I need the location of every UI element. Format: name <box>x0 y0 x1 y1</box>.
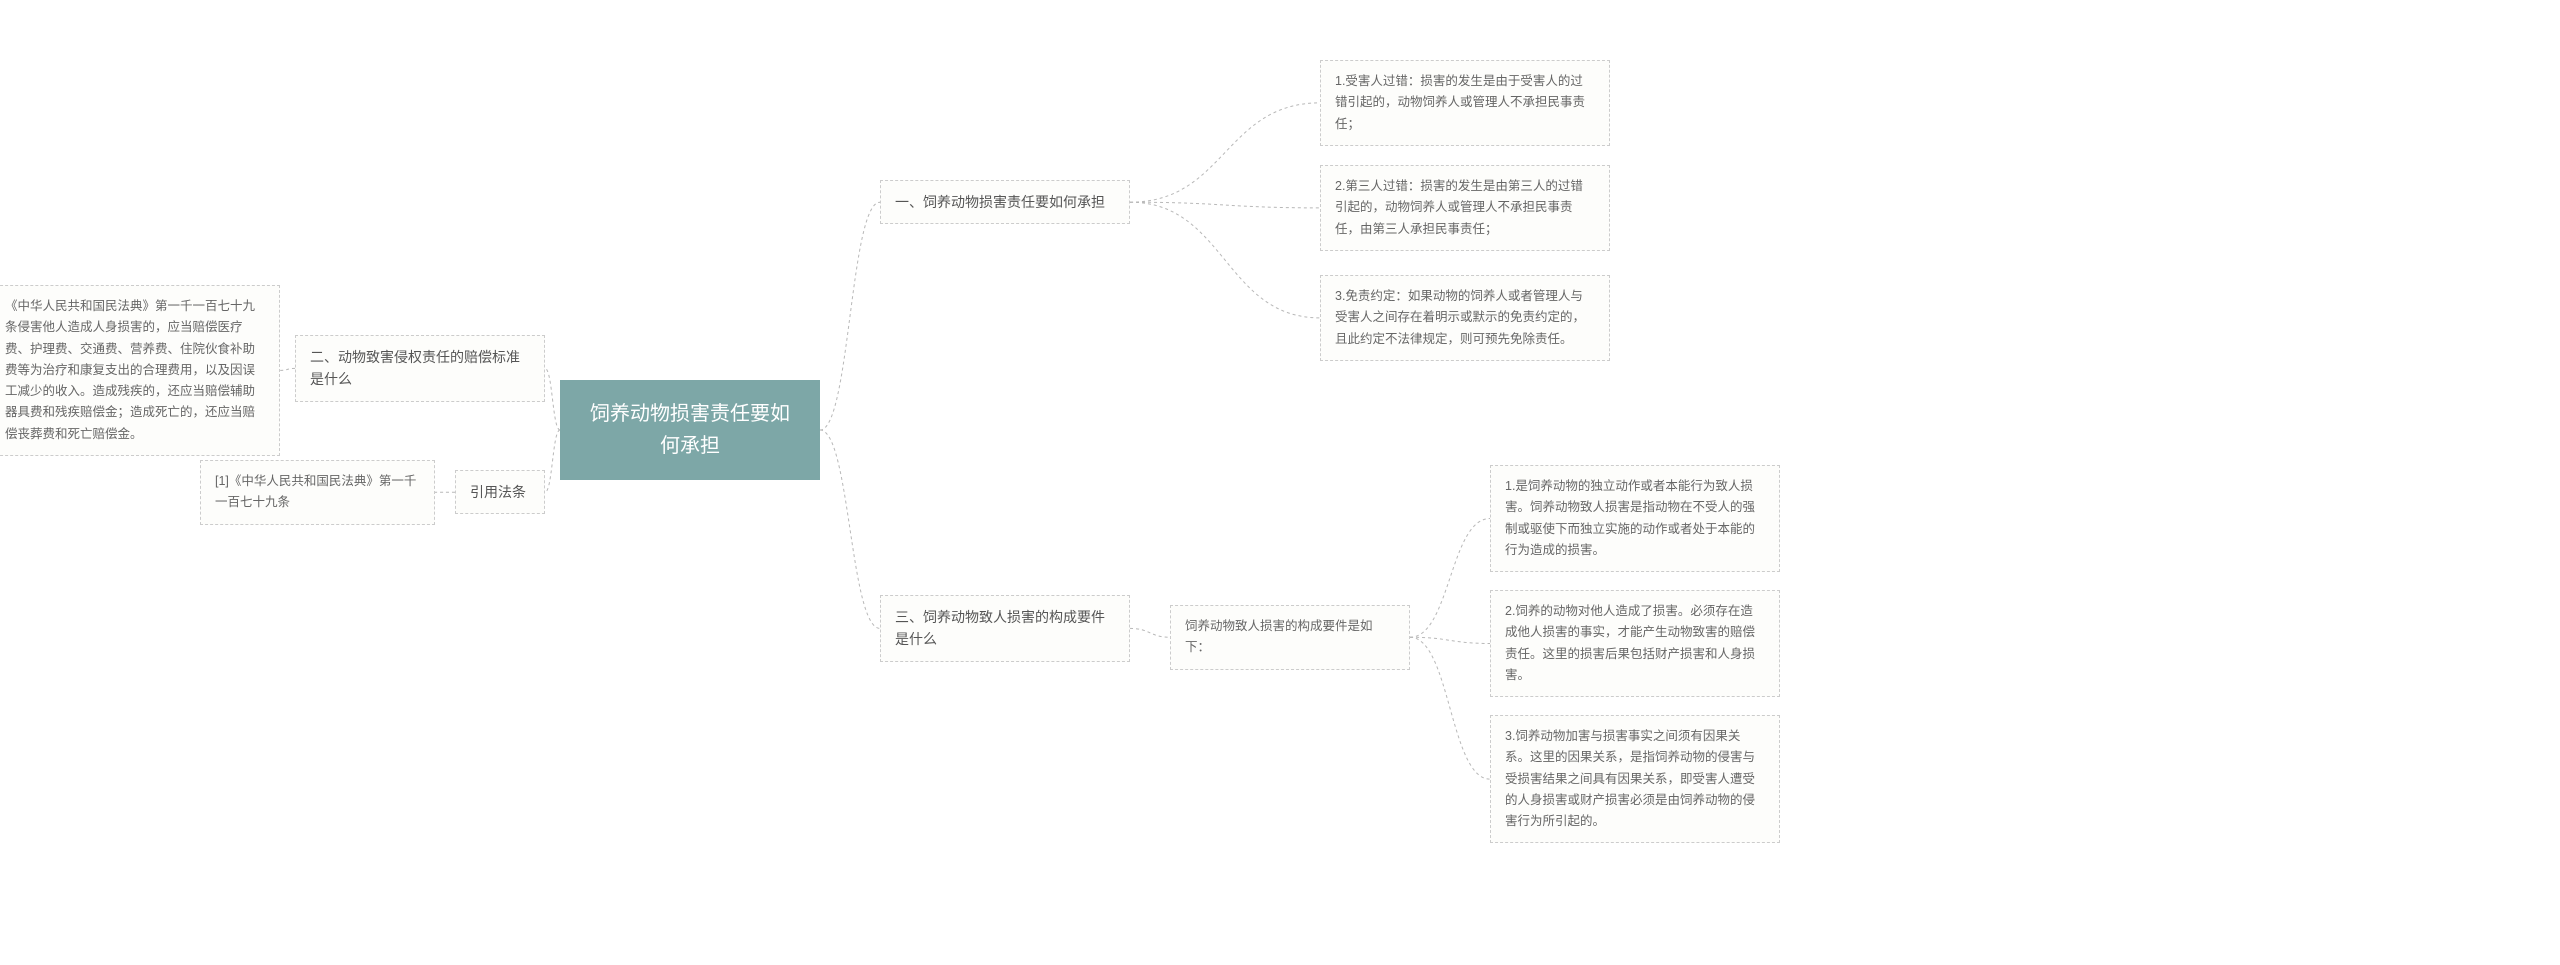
branch-l0: 二、动物致害侵权责任的赔偿标准是什么 <box>295 335 545 402</box>
leaf-r0-2: 3.免责约定：如果动物的饲养人或者管理人与受害人之间存在着明示或默示的免责约定的… <box>1320 275 1610 361</box>
root-node: 饲养动物损害责任要如何承担 <box>560 380 820 480</box>
leaf-r0-1: 2.第三人过错：损害的发生是由第三人的过错引起的，动物饲养人或管理人不承担民事责… <box>1320 165 1610 251</box>
leaf-r1-0-1: 2.饲养的动物对他人造成了损害。必须存在造成他人损害的事实，才能产生动物致害的赔… <box>1490 590 1780 697</box>
leaf-r1-0-2: 3.饲养动物加害与损害事实之间须有因果关系。这里的因果关系，是指饲养动物的侵害与… <box>1490 715 1780 843</box>
leaf-r0-0: 1.受害人过错：损害的发生是由于受害人的过错引起的，动物饲养人或管理人不承担民事… <box>1320 60 1610 146</box>
leaf-l1-0: [1]《中华人民共和国民法典》第一千一百七十九条 <box>200 460 435 525</box>
branch-l1: 引用法条 <box>455 470 545 514</box>
branch-r1: 三、饲养动物致人损害的构成要件是什么 <box>880 595 1130 662</box>
leaf-r1-0: 饲养动物致人损害的构成要件是如下： <box>1170 605 1410 670</box>
branch-r0: 一、饲养动物损害责任要如何承担 <box>880 180 1130 224</box>
leaf-l0-0: 《中华人民共和国民法典》第一千一百七十九条侵害他人造成人身损害的，应当赔偿医疗费… <box>0 285 280 456</box>
leaf-r1-0-0: 1.是饲养动物的独立动作或者本能行为致人损害。饲养动物致人损害是指动物在不受人的… <box>1490 465 1780 572</box>
